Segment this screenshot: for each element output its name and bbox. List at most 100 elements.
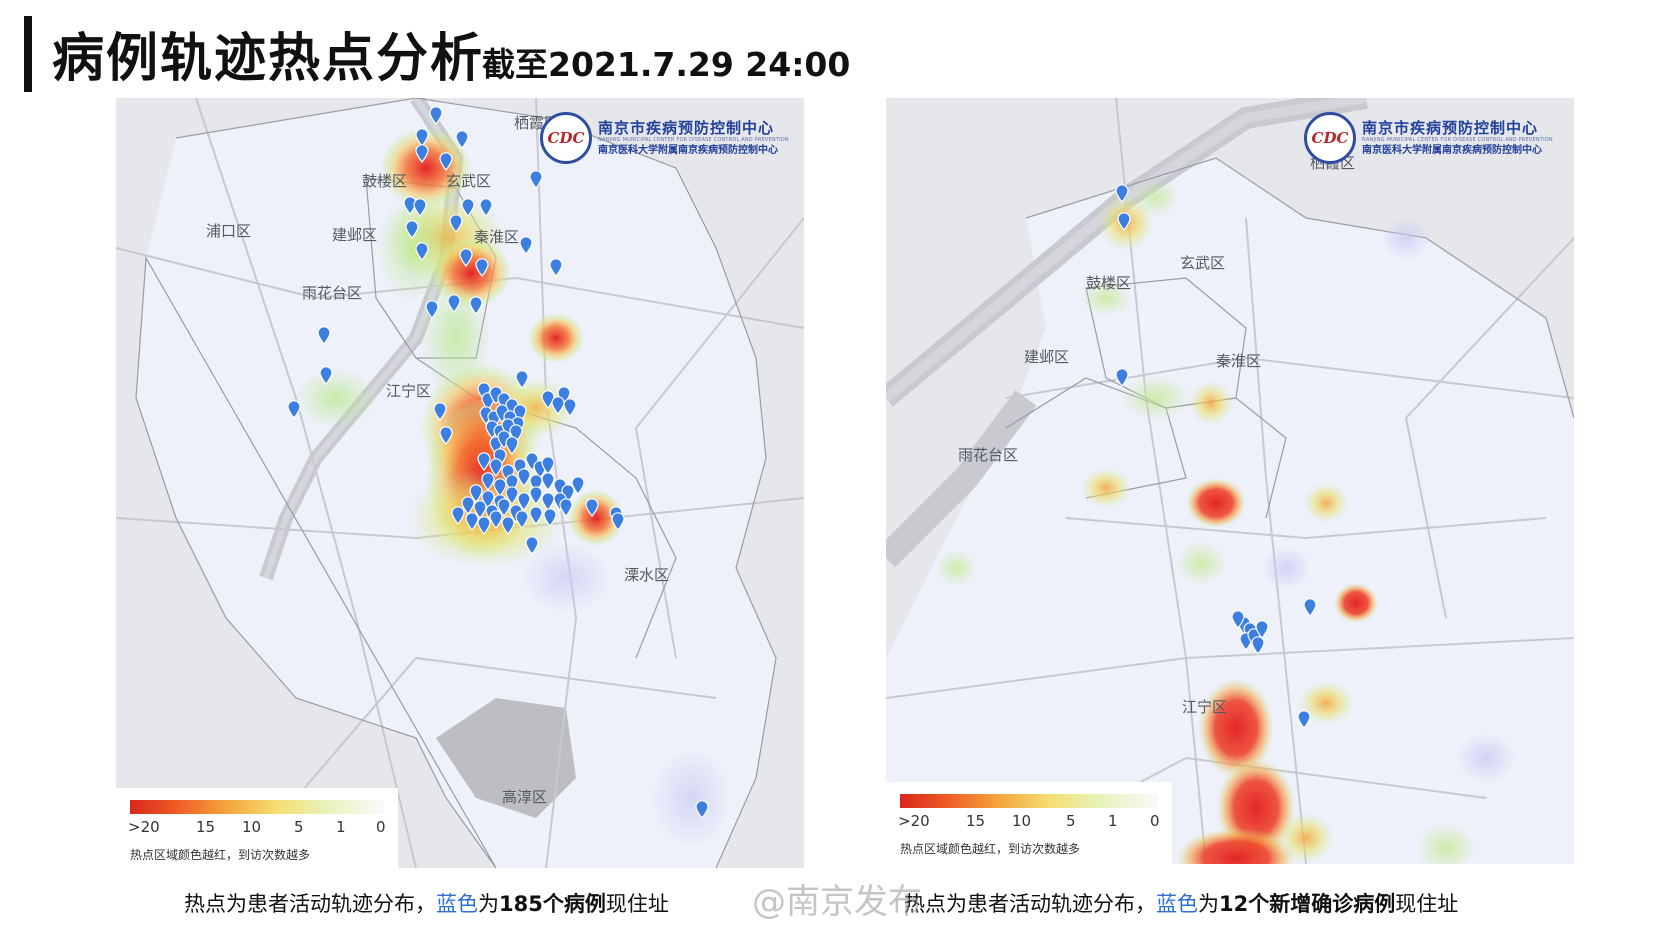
case-location-pin-icon[interactable] — [1115, 184, 1129, 203]
case-location-pin-icon[interactable] — [439, 152, 453, 171]
cdc-logo: CDC 南京市疾病预防控制中心 NANJING MUNICIPAL CENTER… — [540, 112, 789, 164]
case-location-pin-icon[interactable] — [459, 248, 473, 267]
legend-tick: 15 — [196, 818, 216, 836]
caption-text: 为 — [1198, 892, 1219, 916]
district-label: 建邺区 — [332, 226, 378, 244]
heatmap-panel-left[interactable]: 栖霞区 鼓楼区 玄武区 浦口区 建邺区 秦淮区 雨花台区 江宁区 溧水区 高淳区… — [116, 98, 804, 868]
cdc-name-cn: 南京市疾病预防控制中心 — [1362, 119, 1539, 137]
caption-text: 为 — [478, 892, 499, 916]
case-location-pin-icon[interactable] — [493, 478, 507, 497]
case-location-pin-icon[interactable] — [501, 516, 515, 535]
case-location-pin-icon[interactable] — [497, 498, 511, 517]
caption-text: 现住址 — [605, 892, 669, 916]
cdc-affiliation: 南京医科大学附属南京疾病预防控制中心 — [1362, 145, 1542, 156]
case-location-pin-icon[interactable] — [469, 484, 483, 503]
case-location-pin-icon[interactable] — [475, 258, 489, 277]
case-location-pin-icon[interactable] — [481, 472, 495, 491]
district-label: 玄武区 — [446, 172, 492, 190]
case-location-pin-icon[interactable] — [525, 536, 539, 555]
case-location-pin-icon[interactable] — [317, 326, 331, 345]
cdc-name-en: NANJING MUNICIPAL CENTER FOR DISEASE CON… — [1362, 137, 1553, 143]
district-label: 秦淮区 — [1216, 352, 1262, 370]
heat-legend-note: 热点区域颜色越红，到访次数越多 — [130, 848, 311, 862]
case-location-pin-icon[interactable] — [461, 496, 475, 515]
legend-tick: >20 — [898, 812, 930, 830]
case-location-pin-icon[interactable] — [465, 512, 479, 531]
heat-legend-right: >20 15 10 5 1 0 热点区域颜色越红，到访次数越多 — [886, 782, 1172, 864]
legend-tick: 5 — [1066, 812, 1076, 830]
case-location-pin-icon[interactable] — [415, 128, 429, 147]
district-label: 雨花台区 — [302, 284, 363, 302]
case-location-pin-icon[interactable] — [515, 510, 529, 529]
case-location-pin-icon[interactable] — [505, 436, 519, 455]
case-location-pin-icon[interactable] — [415, 242, 429, 261]
case-location-pin-icon[interactable] — [541, 390, 555, 409]
district-label: 雨花台区 — [958, 446, 1019, 464]
case-location-pin-icon[interactable] — [287, 400, 301, 419]
case-location-pin-icon[interactable] — [433, 402, 447, 421]
case-location-pin-icon[interactable] — [541, 492, 555, 511]
case-location-pin-icon[interactable] — [517, 468, 531, 487]
case-location-pin-icon[interactable] — [611, 512, 625, 531]
heat-legend-note: 热点区域颜色越红，到访次数越多 — [900, 842, 1081, 856]
case-location-pin-icon[interactable] — [529, 170, 543, 189]
case-location-pin-icon[interactable] — [517, 492, 531, 511]
case-location-pin-icon[interactable] — [515, 370, 529, 389]
case-location-pin-icon[interactable] — [519, 236, 533, 255]
case-location-pin-icon[interactable] — [477, 452, 491, 471]
caption-text: 现住址 — [1395, 892, 1459, 916]
case-location-pin-icon[interactable] — [541, 472, 555, 491]
case-location-pin-icon[interactable] — [477, 516, 491, 535]
title-accent-bar — [24, 16, 32, 92]
case-location-pin-icon[interactable] — [447, 294, 461, 313]
case-location-pin-icon[interactable] — [413, 198, 427, 217]
case-location-pin-icon[interactable] — [1115, 368, 1129, 387]
case-location-pin-icon[interactable] — [489, 510, 503, 529]
case-location-pin-icon[interactable] — [449, 214, 463, 233]
heat-legend-ticks: >20 15 10 5 1 0 — [128, 818, 386, 842]
case-location-pin-icon[interactable] — [439, 426, 453, 445]
case-location-pin-icon[interactable] — [319, 366, 333, 385]
heatmap-panel-right[interactable]: 栖霞区 玄武区 鼓楼区 建邺区 秦淮区 雨花台区 江宁区 CDC 南京市疾病预防… — [886, 98, 1574, 864]
case-location-pin-icon[interactable] — [1297, 710, 1311, 729]
cdc-name-en: NANJING MUNICIPAL CENTER FOR DISEASE CON… — [598, 137, 789, 143]
case-location-pin-icon[interactable] — [455, 130, 469, 149]
cdc-emblem-icon: CDC — [540, 112, 592, 164]
case-location-pin-icon[interactable] — [529, 506, 543, 525]
case-location-pin-icon[interactable] — [461, 198, 475, 217]
legend-tick: 5 — [294, 818, 304, 836]
case-location-pin-icon[interactable] — [1255, 620, 1269, 639]
case-location-pin-icon[interactable] — [549, 258, 563, 277]
case-location-pin-icon[interactable] — [1117, 212, 1131, 231]
case-location-pin-icon[interactable] — [543, 508, 557, 527]
cdc-logo-text: 南京市疾病预防控制中心 NANJING MUNICIPAL CENTER FOR… — [598, 119, 789, 157]
case-location-pin-icon[interactable] — [473, 500, 487, 519]
district-label: 浦口区 — [206, 222, 252, 240]
case-location-pin-icon[interactable] — [425, 300, 439, 319]
case-location-pin-icon[interactable] — [551, 396, 565, 415]
case-location-pin-icon[interactable] — [1251, 636, 1265, 655]
case-location-pin-icon[interactable] — [469, 296, 483, 315]
case-location-pin-icon[interactable] — [1231, 610, 1245, 629]
case-location-pin-icon[interactable] — [489, 458, 503, 477]
case-location-pin-icon[interactable] — [479, 198, 493, 217]
case-location-pin-icon[interactable] — [563, 398, 577, 417]
case-location-pin-icon[interactable] — [505, 486, 519, 505]
legend-tick: 0 — [1150, 812, 1160, 830]
case-location-pin-icon[interactable] — [405, 220, 419, 239]
case-location-pin-icon[interactable] — [695, 800, 709, 819]
weibo-watermark: @南京发布 — [752, 882, 922, 922]
case-location-pin-icon[interactable] — [559, 498, 573, 517]
case-location-pin-icon[interactable] — [529, 486, 543, 505]
district-label: 江宁区 — [386, 382, 432, 400]
case-location-pin-icon[interactable] — [403, 196, 417, 215]
case-location-pin-icon[interactable] — [585, 498, 599, 517]
case-location-pin-icon[interactable] — [541, 456, 555, 475]
cdc-logo-text: 南京市疾病预防控制中心 NANJING MUNICIPAL CENTER FOR… — [1362, 119, 1553, 157]
case-location-pin-icon[interactable] — [415, 144, 429, 163]
case-location-pin-icon[interactable] — [451, 506, 465, 525]
heat-legend-left: >20 15 10 5 1 0 热点区域颜色越红，到访次数越多 — [116, 788, 398, 868]
case-location-pin-icon[interactable] — [571, 476, 585, 495]
case-location-pin-icon[interactable] — [1303, 598, 1317, 617]
case-location-pin-icon[interactable] — [429, 106, 443, 125]
